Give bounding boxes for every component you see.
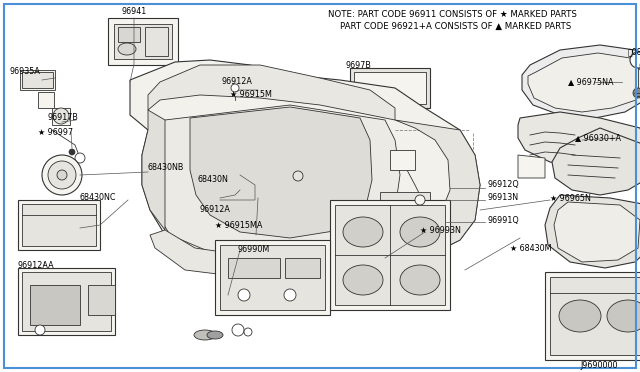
Text: 96912Q: 96912Q <box>487 180 519 189</box>
Polygon shape <box>18 268 115 335</box>
Text: 96991Q: 96991Q <box>487 215 519 224</box>
Polygon shape <box>552 128 640 195</box>
Text: ★ 96915MA: ★ 96915MA <box>215 221 262 230</box>
Text: 96912A: 96912A <box>222 77 253 87</box>
Polygon shape <box>522 45 640 118</box>
Polygon shape <box>554 202 640 262</box>
Text: J9690000: J9690000 <box>580 362 618 371</box>
Text: ▲ 96930+A: ▲ 96930+A <box>575 134 621 142</box>
Polygon shape <box>148 65 395 120</box>
Polygon shape <box>228 258 280 278</box>
Text: ★ 96915M: ★ 96915M <box>230 90 272 99</box>
Text: ★ 96965N: ★ 96965N <box>550 193 591 202</box>
Circle shape <box>293 171 303 181</box>
Circle shape <box>232 324 244 336</box>
Circle shape <box>238 289 250 301</box>
Polygon shape <box>22 272 111 331</box>
Polygon shape <box>38 92 54 108</box>
Polygon shape <box>518 112 640 168</box>
Polygon shape <box>145 27 168 56</box>
Text: NOTE: PART CODE 96911 CONSISTS OF ★ MARKED PARTS: NOTE: PART CODE 96911 CONSISTS OF ★ MARK… <box>328 10 577 19</box>
Ellipse shape <box>559 300 601 332</box>
Circle shape <box>231 84 239 92</box>
Polygon shape <box>22 204 96 246</box>
Text: 96912AA: 96912AA <box>18 260 54 269</box>
Text: 68430NC: 68430NC <box>80 193 116 202</box>
Circle shape <box>633 88 640 98</box>
Polygon shape <box>335 205 445 305</box>
Polygon shape <box>215 240 330 315</box>
Circle shape <box>53 108 69 124</box>
Text: ★ 96997: ★ 96997 <box>38 128 73 137</box>
Circle shape <box>630 52 640 68</box>
Polygon shape <box>550 277 640 355</box>
Ellipse shape <box>400 265 440 295</box>
Polygon shape <box>545 272 640 360</box>
Text: (3): (3) <box>638 62 640 68</box>
Polygon shape <box>150 105 400 258</box>
Text: 96935A: 96935A <box>10 67 41 77</box>
Ellipse shape <box>607 300 640 332</box>
Circle shape <box>57 170 67 180</box>
Polygon shape <box>330 200 450 310</box>
Polygon shape <box>220 245 325 310</box>
Circle shape <box>35 325 45 335</box>
Polygon shape <box>285 258 320 278</box>
Text: 68430NB: 68430NB <box>148 164 184 173</box>
Ellipse shape <box>118 43 136 55</box>
Polygon shape <box>88 285 115 315</box>
Polygon shape <box>545 195 640 268</box>
Polygon shape <box>350 68 430 108</box>
Text: 96941: 96941 <box>122 7 147 16</box>
Polygon shape <box>518 155 545 178</box>
Text: 9697B: 9697B <box>345 61 371 70</box>
Polygon shape <box>395 120 480 260</box>
Ellipse shape <box>343 217 383 247</box>
Text: 68430N: 68430N <box>198 176 229 185</box>
Circle shape <box>284 289 296 301</box>
Text: PART CODE 96921+A CONSISTS OF ▲ MARKED PARTS: PART CODE 96921+A CONSISTS OF ▲ MARKED P… <box>340 22 572 31</box>
Polygon shape <box>150 225 395 278</box>
Text: 96917B: 96917B <box>48 113 79 122</box>
Ellipse shape <box>343 265 383 295</box>
Circle shape <box>75 153 85 163</box>
Text: Ⓝ08523-51642: Ⓝ08523-51642 <box>628 48 640 57</box>
Circle shape <box>42 155 82 195</box>
Polygon shape <box>108 18 178 65</box>
Text: ★ 96993N: ★ 96993N <box>420 225 461 234</box>
Text: ★ 68430M: ★ 68430M <box>510 244 552 253</box>
Circle shape <box>415 195 425 205</box>
Polygon shape <box>118 27 140 42</box>
Polygon shape <box>20 70 55 90</box>
Polygon shape <box>190 107 372 238</box>
Polygon shape <box>380 192 430 230</box>
Text: 96990M: 96990M <box>238 246 270 254</box>
Polygon shape <box>22 72 53 88</box>
Circle shape <box>48 161 76 189</box>
Circle shape <box>244 328 252 336</box>
Text: 96912A: 96912A <box>200 205 231 215</box>
Polygon shape <box>18 200 100 250</box>
Polygon shape <box>30 285 80 325</box>
Polygon shape <box>354 72 426 104</box>
Polygon shape <box>130 60 480 278</box>
Polygon shape <box>528 53 640 112</box>
Text: 96913N: 96913N <box>487 193 518 202</box>
Text: ▲ 96975NA: ▲ 96975NA <box>568 77 614 87</box>
Circle shape <box>69 149 75 155</box>
Polygon shape <box>142 110 165 230</box>
Ellipse shape <box>400 217 440 247</box>
Polygon shape <box>114 24 172 59</box>
Ellipse shape <box>207 331 223 339</box>
Polygon shape <box>52 108 70 125</box>
Ellipse shape <box>194 330 216 340</box>
Polygon shape <box>390 150 415 170</box>
